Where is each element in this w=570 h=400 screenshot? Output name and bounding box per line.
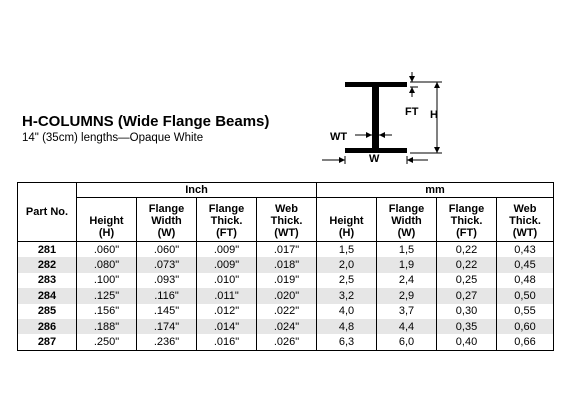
cell: .022" (256, 303, 317, 319)
cell: 3,7 (376, 303, 437, 319)
cell: 2,4 (376, 272, 437, 289)
cell: 0,22 (436, 241, 497, 258)
cell: .009" (196, 241, 257, 258)
cell: 6,0 (376, 334, 437, 351)
cell: .125" (76, 288, 137, 304)
cell: .014" (196, 318, 257, 335)
cell: 2,5 (316, 272, 377, 289)
cell: 0,45 (496, 257, 554, 273)
data-row: 282.080" .073" .009" .018" 2,0 1,9 0,22 0,45 (17, 257, 554, 273)
cell: 0,40 (436, 334, 497, 351)
part-number: 284 (17, 288, 77, 304)
data-row: 281.060" .060" .009" .017" 1,5 1,5 0,22 0,43 (17, 241, 554, 258)
label-w: W (369, 153, 380, 165)
part-number: 286 (17, 318, 77, 335)
data-row: 283.100" .093" .010" .019" 2,5 2,4 0,25 0,48 (17, 272, 554, 289)
beam-diagram: FT H WT W (322, 72, 442, 165)
cell: 2,0 (316, 257, 377, 273)
title: H-COLUMNS (Wide Flange Beams) (22, 113, 270, 130)
cell: 4,0 (316, 303, 377, 319)
cell: 1,5 (316, 241, 377, 258)
cell: .145" (136, 303, 197, 319)
beam-shape (345, 82, 407, 153)
spec-table: Part No. Inch mm Height (H) Flange Width (W)… (17, 182, 554, 351)
cell: .100" (76, 272, 137, 289)
cell: .017" (256, 241, 317, 258)
cell: 0,50 (496, 288, 554, 304)
part-header: Part No. (17, 182, 77, 242)
cell: .019" (256, 272, 317, 289)
cell: 3,2 (316, 288, 377, 304)
cell: .116" (136, 288, 197, 304)
cell: 2,9 (376, 288, 437, 304)
data-row: 285.156" .145" .012" .022" 4,0 3,7 0,30 0,55 (17, 303, 554, 319)
cell: 0,22 (436, 257, 497, 273)
group-header-row: Part No. Inch mm (17, 182, 554, 242)
cell: .018" (256, 257, 317, 273)
cell: .060" (136, 241, 197, 258)
cell: 0,30 (436, 303, 497, 319)
cell: 0,27 (436, 288, 497, 304)
cell: .016" (196, 334, 257, 351)
cell: .009" (196, 257, 257, 273)
part-number: 285 (17, 303, 77, 319)
cell: 0,35 (436, 318, 497, 335)
cell: .010" (196, 272, 257, 289)
label-h: H (430, 109, 438, 121)
cell: 0,43 (496, 241, 554, 258)
cell: .026" (256, 334, 317, 351)
cell: .080" (76, 257, 137, 273)
cell: 0,60 (496, 318, 554, 335)
data-row: 284.125" .116" .011" .020" 3,2 2,9 0,27 0,50 (17, 288, 554, 304)
cell: .011" (196, 288, 257, 304)
cell: .188" (76, 318, 137, 335)
column-header: Height (H) (76, 197, 137, 242)
cell: .060" (76, 241, 137, 258)
cell: 0,55 (496, 303, 554, 319)
cell: 0,48 (496, 272, 554, 289)
column-header-row: Height (H) Flange Width (W) Flange Thick. … (18, 197, 554, 242)
column-header: Web Thick. (WT) (496, 197, 554, 242)
cell: .250" (76, 334, 137, 351)
cell: 0,25 (436, 272, 497, 289)
data-row: 287.250" .236" .016" .026" 6,3 6,0 0,40 0,66 (17, 334, 554, 351)
cell: .156" (76, 303, 137, 319)
label-ft: FT (405, 106, 419, 118)
part-number: 283 (17, 272, 77, 289)
cell: .012" (196, 303, 257, 319)
group-header: Inch (76, 182, 317, 198)
cell: .236" (136, 334, 197, 351)
column-header: Flange Width (W) (376, 197, 437, 242)
column-header: Web Thick. (WT) (256, 197, 317, 242)
cell: .073" (136, 257, 197, 273)
group-header: mm (316, 182, 554, 198)
column-header: Flange Thick. (FT) (436, 197, 497, 242)
cell: .093" (136, 272, 197, 289)
subtitle: 14" (35cm) lengths—Opaque White (22, 132, 204, 144)
data-row: 286.188" .174" .014" .024" 4,8 4,4 0,35 0,60 (17, 318, 554, 335)
part-number: 282 (17, 257, 77, 273)
cell: .174" (136, 318, 197, 335)
cell: 4,4 (376, 318, 437, 335)
column-header: Flange Thick. (FT) (196, 197, 257, 242)
cell: 1,5 (376, 241, 437, 258)
arrowheads (339, 76, 440, 163)
part-number: 287 (17, 334, 77, 351)
column-header: Height (H) (316, 197, 377, 242)
cell: 0,66 (496, 334, 554, 351)
cell: 4,8 (316, 318, 377, 335)
column-header: Flange Width (W) (136, 197, 197, 242)
label-wt: WT (330, 131, 347, 143)
cell: 1,9 (376, 257, 437, 273)
part-number: 281 (17, 241, 77, 258)
cell: .024" (256, 318, 317, 335)
cell: .020" (256, 288, 317, 304)
cell: 6,3 (316, 334, 377, 351)
